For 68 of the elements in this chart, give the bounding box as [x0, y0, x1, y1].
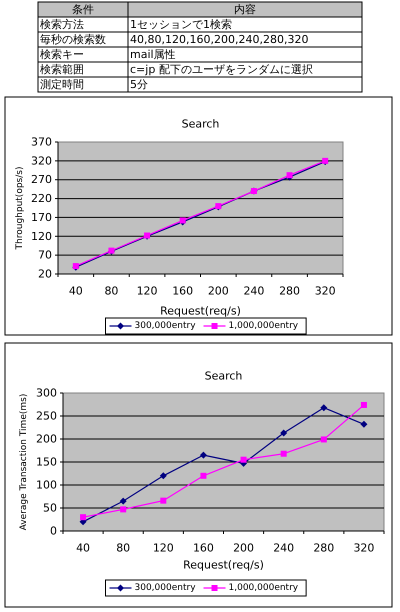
- x-tick-label: 320: [353, 542, 374, 554]
- point: [320, 404, 328, 412]
- text: 検索キー: [40, 48, 84, 61]
- x-tick-label: 160: [172, 284, 194, 298]
- point: [320, 436, 327, 442]
- point: [280, 450, 287, 457]
- x-tick-label: 280: [279, 284, 300, 298]
- x-tick-label: 320: [314, 284, 336, 298]
- x-tick-label: 200: [208, 284, 229, 298]
- point: [160, 472, 167, 480]
- x-tick-label: 240: [243, 284, 264, 298]
- point: [120, 506, 126, 512]
- legend-label: 300,000entry: [134, 321, 196, 331]
- point: [360, 420, 368, 428]
- y-tick-label: 0: [50, 524, 57, 538]
- point: [240, 456, 247, 463]
- x-axis-title: Request(req/s): [183, 558, 264, 572]
- y-tick-label: 220: [31, 192, 52, 206]
- y-tick-label: 70: [38, 248, 52, 262]
- point: [286, 172, 293, 178]
- x-tick-label: 40: [68, 284, 83, 298]
- x-tick-label: 80: [104, 284, 118, 298]
- text: 1セッションで1検索: [130, 18, 232, 31]
- x-tick-label: 40: [76, 542, 90, 554]
- legend-label: 300,000entry: [134, 583, 196, 593]
- chart-title: Search: [204, 370, 242, 382]
- point: [360, 402, 367, 408]
- text: mail属性: [130, 48, 176, 61]
- point: [280, 430, 288, 437]
- y-tick-label: 120: [31, 230, 52, 243]
- text: 内容: [234, 3, 256, 16]
- y-tick-label: 300: [36, 386, 57, 400]
- x-axis-title: Request(req/s): [160, 304, 241, 318]
- y-tick-label: 270: [31, 173, 52, 186]
- x-tick-label: 160: [192, 542, 214, 554]
- text: 5分: [130, 78, 148, 91]
- y-tick-label: 20: [38, 268, 52, 280]
- point: [80, 514, 86, 520]
- y-tick-label: 100: [36, 478, 57, 492]
- text: 検索方法: [40, 18, 84, 31]
- legend-label: 1,000,000entry: [228, 583, 299, 593]
- x-tick-label: 80: [116, 542, 130, 554]
- text: 毎秒の検索数: [40, 33, 106, 46]
- text: c=jp 配下のユーザをランダムに選択: [130, 63, 313, 76]
- chart-title: Search: [182, 118, 220, 130]
- x-tick-label: 240: [273, 542, 294, 554]
- y-tick-label: 150: [36, 456, 57, 468]
- text: 条件: [72, 3, 94, 16]
- point: [200, 472, 206, 479]
- y-axis-title: Throughput(ops/s): [15, 166, 25, 250]
- text: 検索範囲: [40, 63, 84, 76]
- x-tick-label: 120: [152, 542, 174, 554]
- y-tick-label: 50: [43, 502, 57, 514]
- y-tick-label: 200: [36, 432, 57, 446]
- y-tick-label: 320: [31, 154, 52, 168]
- x-tick-label: 120: [136, 284, 158, 298]
- point: [120, 498, 127, 505]
- text: 40,80,120,160,200,240,280,320: [130, 33, 308, 46]
- y-tick-label: 370: [31, 136, 52, 148]
- point: [200, 452, 207, 459]
- text: 測定時間: [40, 78, 84, 91]
- legend-label: 1,000,000entry: [228, 321, 299, 331]
- y-tick-label: 250: [36, 410, 57, 422]
- x-tick-label: 280: [313, 542, 334, 554]
- y-tick-label: 170: [31, 210, 52, 224]
- y-axis-title: Average Transaction Time(ms): [19, 394, 29, 530]
- point: [160, 498, 166, 504]
- x-tick-label: 200: [233, 542, 254, 554]
